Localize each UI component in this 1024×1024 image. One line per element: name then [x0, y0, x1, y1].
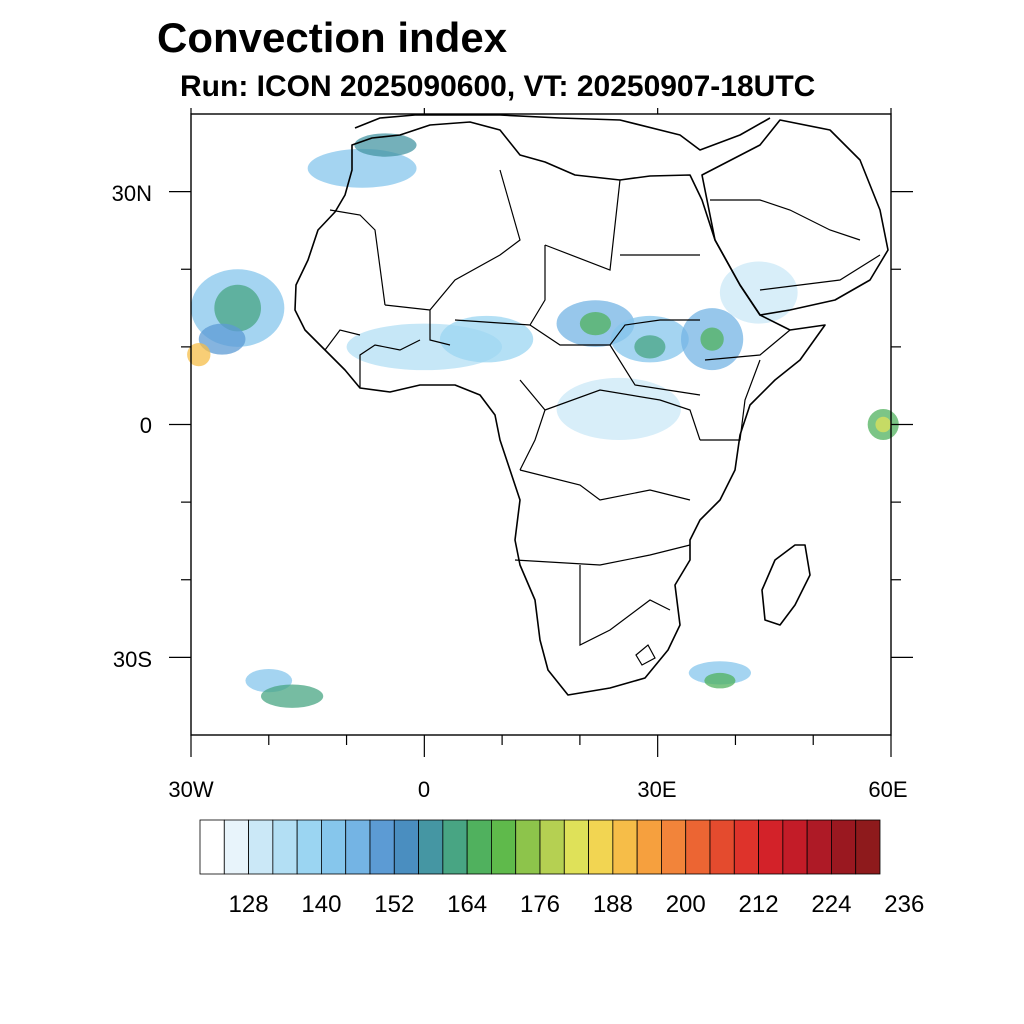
colorbar-swatch-26 — [831, 819, 857, 875]
colorbar-swatch-6 — [345, 819, 371, 875]
colorbar-swatch-22 — [733, 819, 759, 875]
colorbar-swatch-27 — [855, 819, 881, 875]
convection-cell-18 — [261, 684, 324, 708]
lon-label-60e: 60E — [868, 777, 907, 802]
lat-label-30n: 30N — [112, 181, 152, 206]
lon-label-0: 0 — [418, 777, 430, 802]
africa-coastline — [294, 121, 826, 696]
europe-coastline — [354, 114, 771, 151]
colorbar-label-188: 188 — [593, 891, 633, 918]
colorbar-swatch-14 — [539, 819, 565, 875]
convection-cell-21 — [719, 261, 798, 324]
convection-cell-13 — [700, 327, 724, 351]
lat-label-30s: 30S — [113, 647, 152, 672]
country-borders — [324, 169, 881, 666]
colorbar-label-128: 128 — [229, 891, 269, 918]
colorbar-label-164: 164 — [447, 891, 487, 918]
colorbar-label-200: 200 — [666, 891, 706, 918]
axis-ticks — [169, 108, 913, 757]
colorbar-swatch-5 — [321, 819, 347, 875]
colorbar-label-212: 212 — [739, 891, 779, 918]
colorbar-swatch-18 — [636, 819, 662, 875]
colorbar-swatch-25 — [806, 819, 832, 875]
colorbar-swatch-15 — [563, 819, 589, 875]
colorbar-swatch-3 — [272, 819, 298, 875]
colorbar-swatch-19 — [661, 819, 687, 875]
convection-cell-3 — [187, 342, 211, 367]
colorbar-swatch-0 — [199, 819, 225, 875]
convection-cell-7 — [439, 315, 534, 363]
convection-field — [187, 133, 899, 708]
convection-cell-1 — [214, 284, 261, 332]
colorbar-swatch-1 — [223, 819, 249, 875]
colorbar-label-236: 236 — [884, 891, 924, 918]
colorbar-swatch-11 — [466, 819, 492, 875]
madagascar-coastline — [761, 544, 811, 626]
colorbar-swatch-17 — [612, 819, 638, 875]
convection-cell-14 — [556, 377, 681, 441]
convection-cell-11 — [634, 335, 666, 359]
colorbar-swatch-23 — [758, 819, 784, 875]
colorbar-swatch-24 — [782, 819, 808, 875]
chart-subtitle: Run: ICON 2025090600, VT: 20250907-18UTC — [180, 70, 816, 103]
convection-cell-20 — [704, 672, 736, 689]
colorbar-label-176: 176 — [520, 891, 560, 918]
lon-label-30w: 30W — [168, 777, 213, 802]
colorbar-swatch-13 — [515, 819, 541, 875]
colorbar-labels: 128 140 152 164 176 188 200 212 224 236 — [229, 891, 925, 918]
colorbar-label-140: 140 — [301, 891, 341, 918]
convection-cell-16 — [875, 416, 891, 433]
arabia-coastline — [701, 119, 889, 316]
convection-cell-4 — [307, 148, 417, 188]
colorbar-swatch-10 — [442, 819, 468, 875]
colorbar-swatch-2 — [248, 819, 274, 875]
colorbar-label-152: 152 — [374, 891, 414, 918]
colorbar-swatch-12 — [491, 819, 517, 875]
colorbar-swatch-4 — [296, 819, 322, 875]
chart-title: Convection index — [157, 14, 508, 61]
colorbar-swatch-21 — [709, 819, 735, 875]
colorbar-swatch-20 — [685, 819, 711, 875]
convection-cell-2 — [198, 323, 246, 355]
colorbar-swatch-16 — [588, 819, 614, 875]
coastlines — [294, 114, 889, 696]
lon-label-30e: 30E — [637, 777, 676, 802]
colorbar — [199, 819, 881, 875]
colorbar-swatch-7 — [369, 819, 395, 875]
convection-cell-9 — [579, 311, 611, 336]
colorbar-label-224: 224 — [811, 891, 851, 918]
lat-label-0: 0 — [140, 413, 152, 438]
colorbar-swatch-8 — [393, 819, 419, 875]
colorbar-swatch-9 — [418, 819, 444, 875]
